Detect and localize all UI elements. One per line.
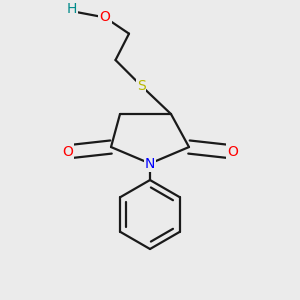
Text: S: S (136, 79, 146, 93)
Text: O: O (227, 145, 238, 158)
Text: H: H (67, 2, 77, 16)
Text: N: N (145, 157, 155, 170)
Text: O: O (100, 11, 110, 25)
Text: O: O (62, 145, 73, 158)
